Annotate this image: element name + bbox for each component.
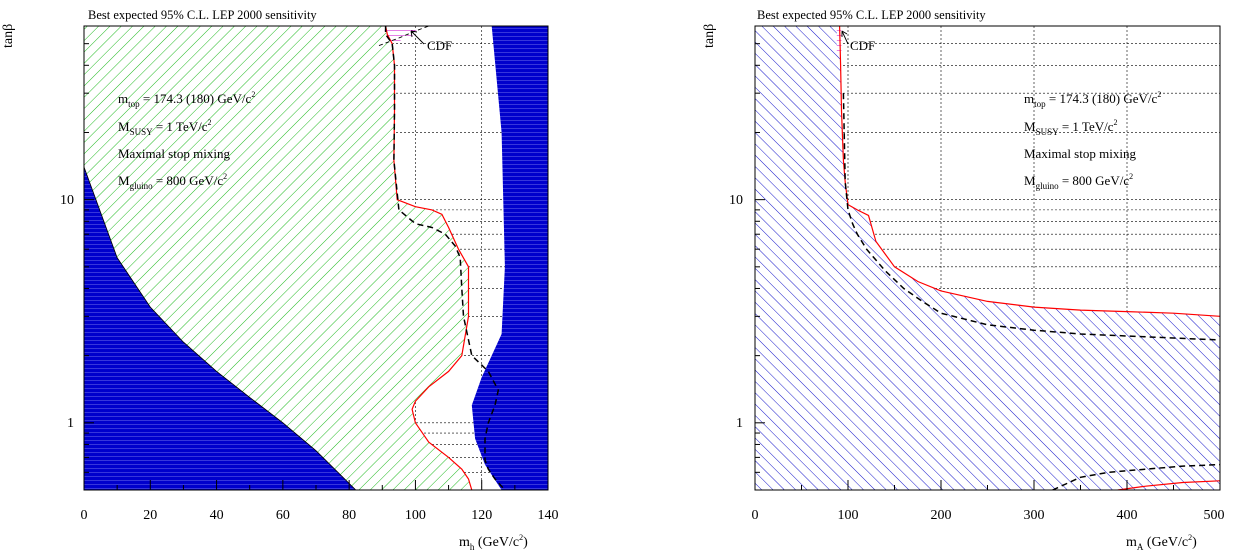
mh-x-tick-label: 140	[538, 508, 559, 523]
ma-x-tick-label: 200	[931, 508, 952, 523]
ma-y-tick-label: 1	[736, 416, 743, 431]
ma-annotation-cdf: CDF	[850, 38, 875, 53]
ma-x-tick-label: 100	[838, 508, 859, 523]
ma-cdf-arrow	[841, 30, 849, 45]
mh-x-tick-label: 20	[143, 508, 157, 523]
mh-axis-ticks	[83, 25, 549, 491]
mh-observed-limit-line	[385, 26, 473, 490]
ma-annotation-mixing: Maximal stop mixing	[1024, 146, 1136, 161]
mh-ylabel: tanβ	[1, 24, 16, 48]
mh-x-tick-labels: 0 20 40 60 80 100 120 140	[81, 508, 559, 523]
ma-expected-limit-line	[842, 93, 1220, 341]
mh-y-tick-label: 1	[67, 416, 74, 431]
mh-x-tick-label: 0	[81, 508, 88, 523]
mh-panel: Best expected 95% C.L. LEP 2000 sensitiv…	[1, 8, 559, 552]
mh-annotation-mixing: Maximal stop mixing	[118, 146, 230, 161]
mh-theory-excluded-area-right	[471, 26, 548, 490]
ma-xlabel: mA (GeV/c2)	[1126, 533, 1197, 552]
ma-x-tick-label: 400	[1117, 508, 1138, 523]
mh-cdf-arrow	[410, 30, 425, 45]
mh-y-tick-label: 10	[60, 193, 74, 208]
mh-x-tick-label: 80	[342, 508, 356, 523]
mh-x-tick-label: 40	[210, 508, 224, 523]
ma-axis-ticks	[754, 25, 1221, 491]
mh-annotation-mtop: mtop = 174.3 (180) GeV/c2	[118, 90, 255, 109]
ma-x-tick-label: 300	[1024, 508, 1045, 523]
ma-y-tick-label: 10	[729, 193, 743, 208]
mh-x-tick-label: 100	[405, 508, 426, 523]
ma-lep-excluded-area	[755, 26, 1220, 490]
ma-x-tick-label: 500	[1204, 508, 1225, 523]
mh-annotation-cdf: CDF	[427, 38, 452, 53]
ma-observed-limit-line	[839, 26, 1220, 317]
mh-cdf-excluded-area	[382, 26, 419, 44]
mh-cdf-boundary-line	[378, 26, 429, 47]
mh-theory-excluded-area-left	[84, 166, 357, 490]
mh-expected-limit-line	[384, 26, 506, 490]
mh-xlabel: mh (GeV/c2)	[459, 533, 528, 552]
mh-x-tick-label: 60	[276, 508, 290, 523]
mh-title: Best expected 95% C.L. LEP 2000 sensitiv…	[88, 8, 317, 22]
ma-panel: Best expected 95% C.L. LEP 2000 sensitiv…	[702, 8, 1225, 552]
ma-x-tick-label: 0	[752, 508, 759, 523]
ma-x-tick-labels: 0 100 200 300 400 500	[752, 508, 1225, 523]
ma-annotation-mtop: mtop = 174.3 (180) GeV/c2	[1024, 90, 1161, 109]
ma-expected-limit-line-low	[1052, 463, 1220, 490]
ma-title: Best expected 95% C.L. LEP 2000 sensitiv…	[757, 8, 986, 22]
ma-ylabel: tanβ	[702, 24, 717, 48]
mh-lep-excluded-area	[84, 26, 472, 490]
ma-observed-limit-line-low	[1117, 480, 1220, 490]
mh-x-tick-label: 120	[471, 508, 492, 523]
